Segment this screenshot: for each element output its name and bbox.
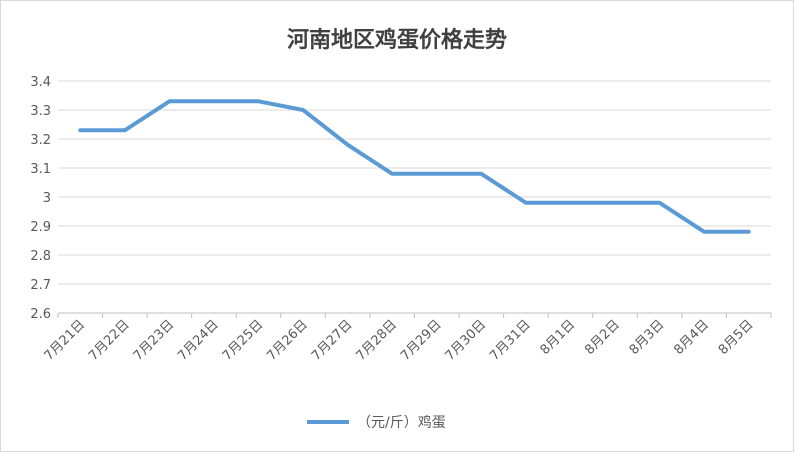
legend: （元/斤）鸡蛋 bbox=[307, 414, 446, 431]
x-tick-label: 7月29日 bbox=[398, 317, 445, 364]
x-tick-label: 7月22日 bbox=[86, 317, 133, 364]
x-tick-label: 7月27日 bbox=[309, 317, 356, 364]
y-tick-label: 3.4 bbox=[30, 75, 51, 90]
series-layer bbox=[78, 99, 751, 234]
y-axis-ticks: 2.6 2.7 2.8 2.9 3 3.1 3.2 3.3 3.4 bbox=[30, 75, 51, 322]
x-tick-label: 7月28日 bbox=[353, 317, 400, 364]
x-axis-ticks: 7月21日7月22日7月23日7月24日7月25日7月26日7月27日7月28日… bbox=[42, 313, 772, 364]
grid-lines bbox=[58, 80, 771, 314]
x-tick-label: 7月25日 bbox=[220, 317, 267, 364]
legend-label: （元/斤）鸡蛋 bbox=[357, 414, 446, 431]
x-tick-label: 8月4日 bbox=[671, 317, 712, 358]
x-tick-label: 7月26日 bbox=[264, 317, 311, 364]
y-tick-label: 3.3 bbox=[30, 104, 51, 119]
x-tick-label: 7月21日 bbox=[42, 317, 89, 364]
y-tick-label: 3 bbox=[43, 191, 51, 206]
y-tick-label: 3.2 bbox=[30, 133, 51, 148]
y-tick-label: 2.6 bbox=[30, 307, 51, 322]
x-tick-label: 7月24日 bbox=[175, 317, 222, 364]
x-tick-label: 7月23日 bbox=[131, 317, 178, 364]
y-tick-label: 2.8 bbox=[30, 249, 51, 264]
y-tick-label: 2.7 bbox=[30, 278, 51, 293]
x-tick-label: 8月2日 bbox=[582, 317, 623, 358]
chart-title: 河南地区鸡蛋价格走势 bbox=[287, 27, 507, 53]
y-tick-label: 2.9 bbox=[30, 220, 51, 235]
x-tick-label: 7月31日 bbox=[487, 317, 534, 364]
x-tick-label: 8月1日 bbox=[538, 317, 579, 358]
series-line bbox=[78, 99, 751, 234]
y-tick-label: 3.1 bbox=[30, 162, 51, 177]
x-tick-label: 8月3日 bbox=[627, 317, 668, 358]
x-tick-label: 7月30日 bbox=[443, 317, 490, 364]
x-tick-label: 8月5日 bbox=[716, 317, 757, 358]
